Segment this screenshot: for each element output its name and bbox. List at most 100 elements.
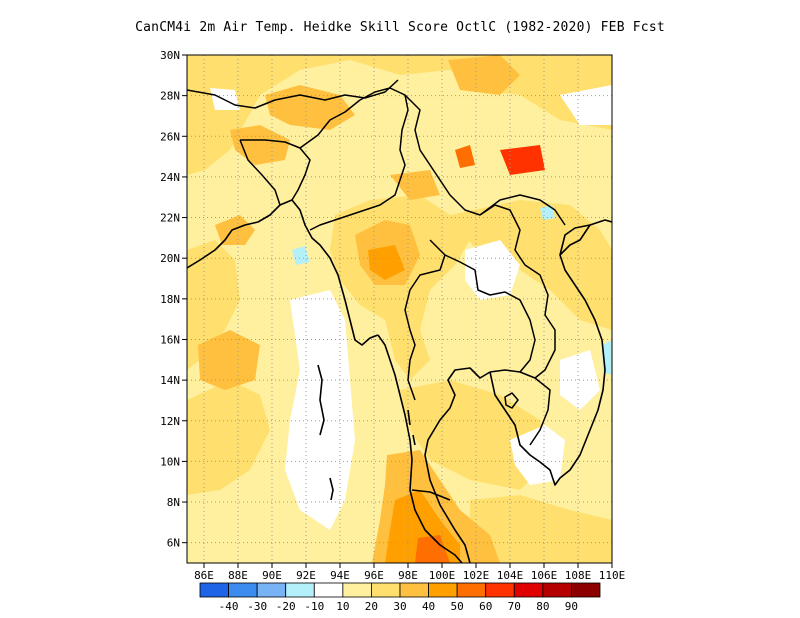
skill-region-neutral <box>510 425 565 485</box>
country-borders <box>187 79 566 501</box>
colorbar-swatch <box>285 582 315 598</box>
lat-tick-label: 14N <box>160 374 180 387</box>
colorbar-swatch <box>456 582 487 598</box>
coastline-indochina-south <box>489 219 612 486</box>
colorbar-label: -30 <box>247 600 267 613</box>
lat-tick-label: 30N <box>160 49 180 62</box>
colorbar-swatch <box>399 582 429 598</box>
lon-tick-label: 98E <box>398 569 418 582</box>
coastline-andaman-west <box>377 334 463 563</box>
skill-region-30-40 <box>215 215 255 245</box>
colorbar-label: 20 <box>365 600 378 613</box>
lon-tick-label: 104E <box>497 569 524 582</box>
skill-region-20-30 <box>187 240 240 370</box>
colorbar-swatch <box>428 582 458 598</box>
colorbar-label: -10 <box>304 600 324 613</box>
lat-tick-label: 24N <box>160 171 180 184</box>
colorbar-label: 10 <box>336 600 349 613</box>
lon-tick-label: 86E <box>194 569 214 582</box>
coastline-bay-of-bengal-north <box>187 199 379 346</box>
colorbar-swatch <box>542 582 572 598</box>
lon-tick-label: 106E <box>531 569 558 582</box>
skill-region-60-70 <box>500 145 545 175</box>
skill-region-negative-10 <box>540 205 555 220</box>
lat-tick-label: 8N <box>167 496 180 509</box>
border-myanmar-china <box>404 94 481 216</box>
colorbar-swatch <box>371 582 401 598</box>
skill-region-20-30 <box>187 380 270 495</box>
graticule <box>187 55 612 563</box>
lon-tick-label: 102E <box>463 569 490 582</box>
lon-tick-label: 88E <box>228 569 248 582</box>
longitude-axis: 86E 88E 90E 92E 94E 96E 98E 100E 102E 104E 106E 108… <box>194 563 625 582</box>
lon-tick-label: 94E <box>330 569 350 582</box>
lat-tick-label: 10N <box>160 455 180 468</box>
lat-tick-label: 20N <box>160 252 180 265</box>
latitude-axis: 30N 28N 26N 24N 22N 20N 18N 16N 14N 12N 10N 8N 6N <box>160 49 187 550</box>
colorbar-swatch <box>513 582 544 598</box>
skill-region-30-40 <box>448 55 520 95</box>
lat-tick-label: 22N <box>160 212 180 225</box>
border-vietnam-china <box>479 194 566 226</box>
skill-region-neutral <box>560 85 612 125</box>
mergui-islands <box>407 409 416 446</box>
colorbar <box>199 582 601 598</box>
skill-region-neutral <box>285 290 355 530</box>
lon-tick-label: 96E <box>364 569 384 582</box>
lon-tick-label: 90E <box>262 569 282 582</box>
colorbar-label: 40 <box>422 600 435 613</box>
skill-region-20-30 <box>450 200 612 330</box>
colorbar-label: 60 <box>479 600 492 613</box>
border-thailand-laos <box>444 254 536 373</box>
border-nepal-bhutan-india <box>187 79 399 109</box>
border-india-myanmar <box>299 87 409 231</box>
skill-region-20-30 <box>470 495 612 563</box>
coastlines <box>187 199 612 563</box>
colorbar-swatch <box>571 582 601 598</box>
border-bangladesh <box>239 139 311 206</box>
colorbar-label: 50 <box>451 600 464 613</box>
lon-tick-label: 110E <box>599 569 626 582</box>
coastline-gulf-thailand-west <box>424 367 491 563</box>
andaman-islands <box>317 364 325 436</box>
colorbar-swatch <box>313 582 344 598</box>
lake-tonle-sap <box>504 392 519 409</box>
coastline-gulf-tonkin <box>559 224 591 256</box>
border-myanmar-thailand <box>404 239 446 401</box>
skill-region-40-50 <box>368 245 405 280</box>
colorbar-label: 90 <box>565 600 578 613</box>
colorbar-label: -40 <box>219 600 239 613</box>
colorbar-swatch <box>228 582 258 598</box>
colorbar-swatch <box>485 582 515 598</box>
skill-field <box>187 55 612 563</box>
colorbar-label: 30 <box>393 600 406 613</box>
lat-tick-label: 26N <box>160 130 180 143</box>
border-malaysia <box>411 489 451 501</box>
lon-tick-label: 92E <box>296 569 316 582</box>
border-cambodia <box>489 369 551 446</box>
lon-tick-label: 108E <box>565 569 592 582</box>
lat-tick-label: 18N <box>160 293 180 306</box>
colorbar-swatch <box>256 582 287 598</box>
colorbar-swatch <box>342 582 372 598</box>
skill-region-neutral <box>465 240 520 300</box>
skill-region-negative-10 <box>292 246 310 265</box>
colorbar-label: -20 <box>276 600 296 613</box>
skill-region-30-40 <box>198 330 260 390</box>
colorbar-labels: -40 -30 -20 -10 10 20 30 40 50 60 70 80 90 <box>219 600 578 613</box>
nicobar-islands <box>329 477 334 501</box>
lat-tick-label: 16N <box>160 333 180 346</box>
border-laos <box>479 204 556 379</box>
skill-region-30-40 <box>390 170 440 200</box>
lon-tick-label: 100E <box>429 569 456 582</box>
lat-tick-label: 6N <box>167 537 180 550</box>
map-frame <box>186 54 613 564</box>
colorbar-swatch <box>199 582 229 598</box>
colorbar-label: 70 <box>508 600 521 613</box>
lat-tick-label: 12N <box>160 415 180 428</box>
colorbar-label: 80 <box>536 600 549 613</box>
skill-region-50-60 <box>455 145 475 168</box>
map-title: CanCM4i 2m Air Temp. Heidke Skill Score … <box>135 20 665 35</box>
lat-tick-label: 28N <box>160 90 180 103</box>
